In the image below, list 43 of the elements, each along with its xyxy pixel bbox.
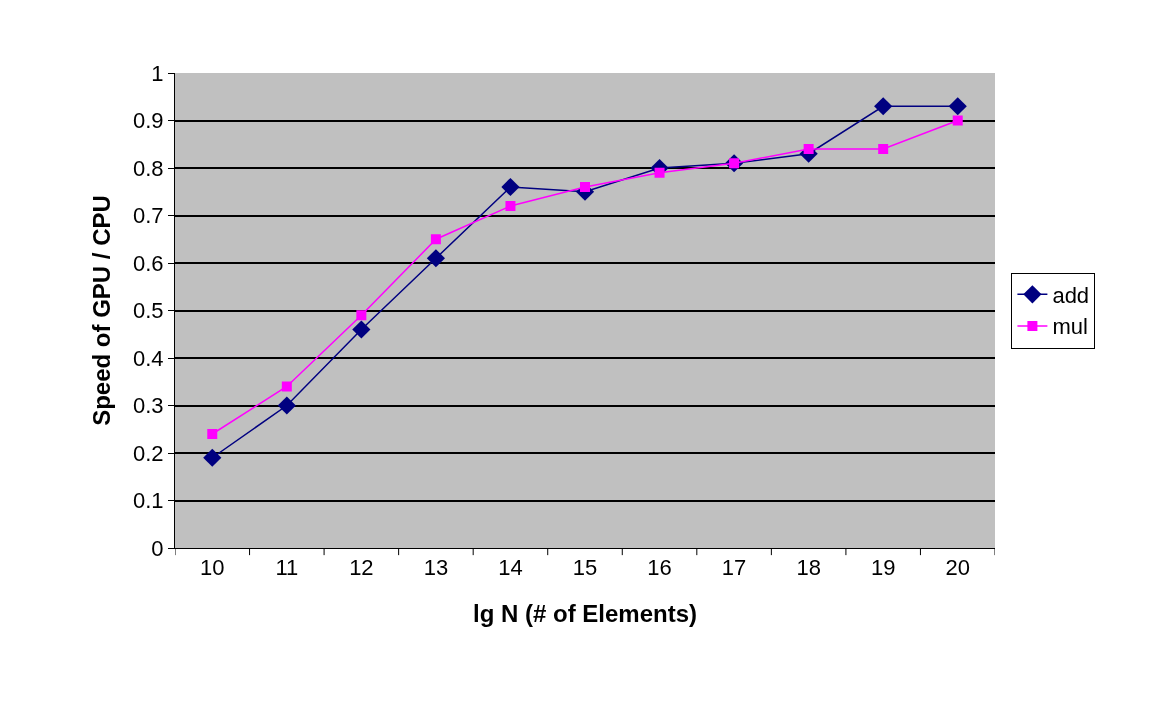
legend-label: add <box>1052 282 1090 308</box>
point <box>352 320 371 339</box>
x-tick-label: 19 <box>870 555 896 581</box>
point <box>501 177 520 197</box>
point <box>505 201 516 211</box>
y-axis-title: Speed of GPU / CPU <box>88 195 116 426</box>
point <box>580 182 590 192</box>
y-tick-label: 0.4 <box>133 345 164 371</box>
x-tick-label: 11 <box>275 555 299 581</box>
x-tick-label: 14 <box>498 555 523 581</box>
x-tick-label: 15 <box>572 555 598 581</box>
point <box>654 167 665 178</box>
x-tick-label: 20 <box>945 555 970 581</box>
point <box>878 144 889 154</box>
y-tick-label: 0.9 <box>133 108 164 134</box>
legend-label: mul <box>1052 314 1088 340</box>
point <box>948 97 967 116</box>
y-tick-label: 0.3 <box>133 393 164 419</box>
y-tick-label: 0 <box>151 535 164 561</box>
y-tick-label: 0.6 <box>133 250 164 276</box>
y-tick-label: 0.7 <box>133 203 164 229</box>
point <box>207 429 218 439</box>
point <box>281 381 292 392</box>
point <box>277 396 296 415</box>
point <box>803 144 814 154</box>
x-tick-label: 12 <box>349 555 374 581</box>
x-tick-label: 18 <box>796 555 821 581</box>
x-tick-label: 10 <box>200 555 225 581</box>
x-axis-title: lg N (# of Elements) <box>472 599 698 627</box>
point <box>430 234 441 245</box>
point <box>203 448 222 467</box>
point <box>874 97 893 116</box>
y-tick-label: 0.8 <box>133 155 164 181</box>
y-tick-label: 0.1 <box>133 488 164 514</box>
point <box>356 310 367 321</box>
x-tick-label: 17 <box>721 555 747 581</box>
x-tick-label: 13 <box>423 555 449 581</box>
y-tick-label: 0.5 <box>133 298 164 324</box>
y-tick-label: 1 <box>151 60 164 86</box>
x-tick-label: 16 <box>647 555 672 581</box>
point <box>952 115 963 126</box>
y-tick-label: 0.2 <box>133 440 164 466</box>
point <box>426 249 446 268</box>
